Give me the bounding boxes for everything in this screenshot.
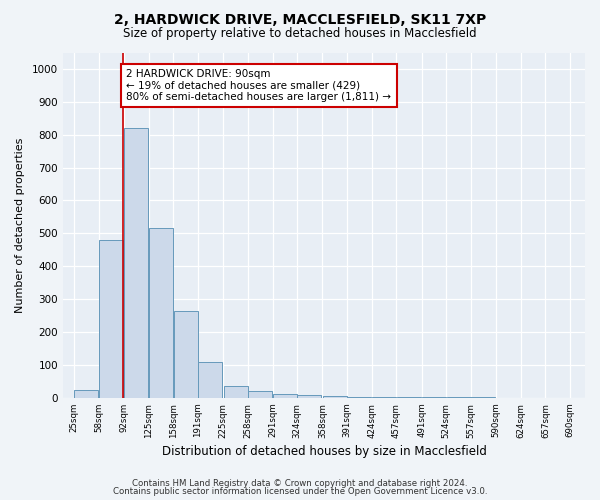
Bar [248,391,272,398]
Text: 2 HARDWICK DRIVE: 90sqm
← 19% of detached houses are smaller (429)
80% of semi-d: 2 HARDWICK DRIVE: 90sqm ← 19% of detache… [127,69,391,102]
Text: Size of property relative to detached houses in Macclesfield: Size of property relative to detached ho… [123,28,477,40]
Text: Contains public sector information licensed under the Open Government Licence v3: Contains public sector information licen… [113,487,487,496]
Bar [124,128,148,398]
Text: Contains HM Land Registry data © Crown copyright and database right 2024.: Contains HM Land Registry data © Crown c… [132,478,468,488]
Bar [198,362,222,398]
Bar [224,386,248,398]
Bar [74,390,98,398]
Y-axis label: Number of detached properties: Number of detached properties [15,138,25,313]
Bar [422,397,446,398]
Bar [298,395,322,398]
Bar [149,228,173,398]
Text: 2, HARDWICK DRIVE, MACCLESFIELD, SK11 7XP: 2, HARDWICK DRIVE, MACCLESFIELD, SK11 7X… [114,12,486,26]
Bar [347,396,371,398]
Bar [273,394,297,398]
X-axis label: Distribution of detached houses by size in Macclesfield: Distribution of detached houses by size … [161,444,487,458]
Bar [173,310,197,398]
Bar [372,397,396,398]
Bar [99,240,123,398]
Bar [323,396,347,398]
Bar [397,397,421,398]
